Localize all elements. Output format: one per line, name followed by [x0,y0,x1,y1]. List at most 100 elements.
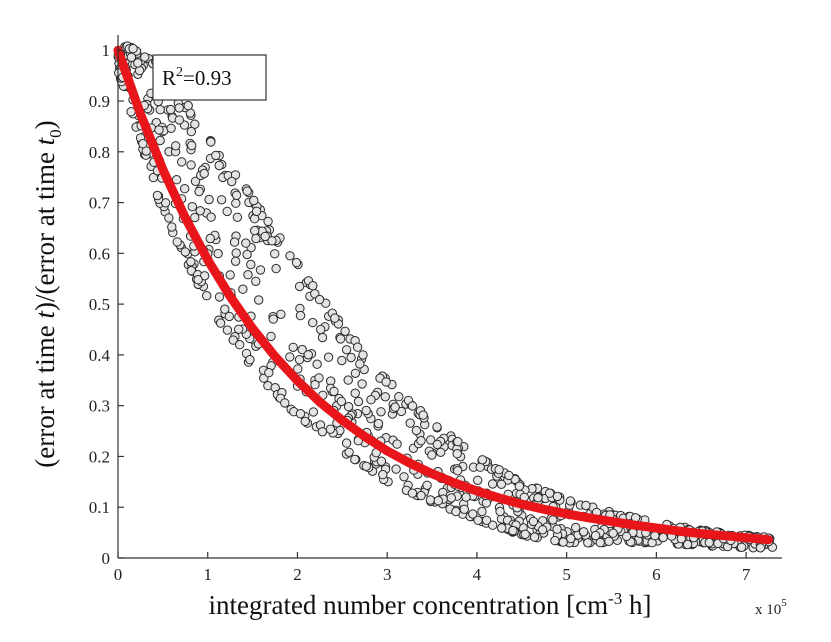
scatter-point [736,542,747,552]
scatter-point [314,294,325,305]
scatter-point [488,520,498,530]
scatter-point [266,331,276,342]
scatter-point [350,368,361,378]
scatter-point [346,352,356,363]
scatter-point [214,292,225,302]
scatter-point [583,538,593,548]
scatter-point [251,276,261,286]
scatter-point [497,523,507,533]
tick-labels: 0 1 2 3 4 5 6 7 0 0.1 0.2 0.3 0.4 0.5 0.6 0.7 0.8 0.9 1 [89,41,751,584]
x-multiplier: x 105 [755,597,787,618]
scatter-point [235,340,245,350]
scatter-point [180,247,191,257]
scatter-point [293,364,303,374]
scatter-point [473,515,483,525]
scatter-point [335,334,346,344]
scatter-point [205,233,215,244]
scatter-point [514,481,525,491]
scatter-point [343,402,354,412]
scatter-point [294,281,305,292]
scatter-point [199,168,209,179]
scatter-point [166,104,176,115]
scatter-point [453,436,463,447]
scatter-point [152,190,163,201]
scatter-point [317,427,328,437]
y-tick-label: 0.9 [89,92,110,111]
scatter-point [361,461,371,471]
scatter-point [425,495,436,505]
scatter-point [216,195,227,205]
x-tick-label: 0 [114,565,123,584]
scatter-point [650,531,660,541]
y-tick-label: 0 [102,549,111,568]
scatter-point [280,398,290,408]
scatter-point [250,225,260,236]
scatter-point [343,375,353,385]
scatter-point [468,509,478,519]
scatter-point [446,493,456,503]
scatter-point [138,139,148,149]
scatter-point [427,450,437,460]
scatter-point [276,309,286,319]
scatter-point [341,345,352,355]
scatter-point [477,455,488,465]
scatter-point [222,206,232,217]
scatter-point [308,281,318,291]
y-tick-label: 0.4 [89,346,111,365]
scatter-point [453,466,463,476]
scatter-point [243,270,253,280]
scatter-point [452,449,462,459]
scatter-point [352,342,363,352]
scatter-point [487,479,498,489]
scatter-point [174,115,185,125]
scatter-point [317,332,328,343]
scatter-point [297,344,307,355]
scatter-point [231,190,242,201]
scatter-point [336,396,347,407]
scatter-point [426,435,436,445]
scatter-point [407,488,418,498]
axes [117,35,782,559]
scatter-point [312,359,322,369]
scatter-point [229,237,240,247]
scatter-point [323,352,334,362]
scatter-point [231,248,241,258]
scatter-point [350,388,360,398]
scatter-point [436,447,446,457]
scatter-point [621,531,632,542]
x-tick-label: 5 [562,565,571,584]
scatter-point [241,238,251,248]
scatter-point [155,105,165,115]
scatter-point [215,318,226,328]
scatter-point [271,263,281,274]
scatter-point [558,537,568,547]
scatter-point [330,313,340,323]
scatter-point [242,186,252,196]
y-tick-label: 0.5 [89,295,110,314]
scatter-point [264,368,274,378]
scatter-point [166,123,176,134]
scatter-point [545,488,555,498]
scatter-point [565,496,576,506]
scatter-point [260,231,270,242]
scatter-point [308,407,319,417]
scatter-point [658,532,668,543]
scatter-point [411,425,422,436]
scatter-point [187,202,198,212]
scatter-point [396,406,407,417]
y-tick-label: 0.2 [89,447,110,466]
scatter-point [288,342,298,352]
scatter-point [391,464,401,474]
scatter-point [550,535,560,546]
scatter-point [140,52,150,62]
scatter-point [529,532,540,542]
scatter-point [214,160,224,171]
scatter-point [231,198,241,208]
scatter-point [579,527,589,537]
scatter-point [494,465,504,475]
scatter-point [337,355,347,366]
scatter-point [314,373,324,383]
scatter-point [303,350,313,360]
x-tick-label: 1 [203,565,212,584]
